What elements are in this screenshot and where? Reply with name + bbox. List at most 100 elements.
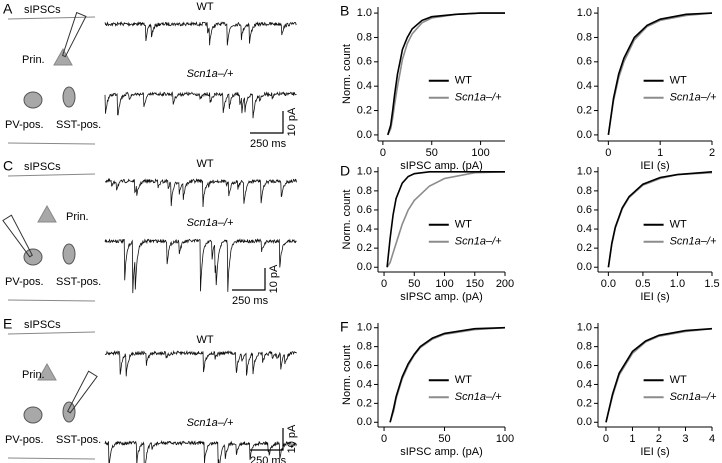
principal-cell [53, 47, 73, 66]
trace-label: Scn1a–/+ [187, 68, 234, 80]
pv-cell [23, 248, 43, 266]
y-tick-label: 0.0 [357, 129, 372, 141]
cdf-line [605, 327, 713, 423]
y-tick-label: 0.6 [357, 56, 372, 68]
panel-letter: C [3, 158, 13, 174]
scale-y-label: 10 pA [286, 424, 298, 453]
layer-line [7, 331, 96, 335]
x-tick-label: 0 [380, 147, 386, 159]
y-tick-label: 0.8 [577, 341, 592, 353]
y-tick-label: 0.4 [357, 378, 372, 390]
scale-x-label: 250 ms [250, 455, 287, 463]
x-tick-label: 4 [709, 433, 715, 445]
schematic-header: sIPSCs [24, 319, 61, 331]
layer-line [7, 142, 96, 145]
principal-cell [37, 204, 57, 223]
pv-cell [23, 91, 43, 109]
y-tick-label: 0.0 [577, 129, 592, 141]
legend-label: Scn1a–/+ [455, 236, 502, 248]
trace [104, 439, 297, 463]
y-tick-label: 1.0 [577, 7, 592, 19]
layer-line [7, 299, 96, 302]
y-tick-label: 0.2 [577, 104, 592, 116]
trace-label: Scn1a–/+ [187, 417, 234, 429]
sst-cell [62, 243, 76, 265]
y-tick-label: 0.4 [357, 223, 372, 235]
pipette [2, 214, 33, 258]
cdf-line [605, 327, 713, 423]
trace [104, 90, 297, 119]
trace-label: WT [196, 1, 213, 13]
cdf-line [387, 12, 505, 136]
y-tick-label: 0.2 [577, 242, 592, 254]
y-tick-label: 0.2 [357, 242, 372, 254]
cdf-line [607, 12, 713, 136]
y-tick-label: 0.8 [357, 185, 372, 197]
scale-x-label: 250 ms [232, 295, 269, 307]
schematic-header: sIPSCs [24, 161, 61, 173]
x-tick-label: 2 [656, 433, 662, 445]
legend-label: WT [455, 219, 472, 231]
x-tick-label: 150 [466, 278, 484, 290]
x-tick-label: 2 [709, 147, 715, 159]
x-tick-label: 100 [496, 433, 514, 445]
y-tick-label: 1.0 [577, 322, 592, 334]
y-tick-label: 1.0 [357, 166, 372, 178]
x-tick-label: 100 [435, 278, 453, 290]
panel-letter: A [3, 1, 13, 17]
panel-letter: E [3, 316, 12, 332]
principal-cell [37, 362, 57, 381]
legend-label: WT [670, 75, 687, 87]
scale-bar [232, 268, 266, 291]
x-axis-label: IEI (s) [640, 160, 669, 172]
sst-label: SST-pos. [56, 434, 101, 446]
y-tick-label: 0.4 [577, 223, 592, 235]
panel-letter: F [340, 319, 349, 335]
y-tick-label: 0.2 [357, 104, 372, 116]
cdf-line [387, 12, 505, 136]
principal-label: Prin. [22, 54, 45, 66]
pipette [67, 370, 98, 414]
x-tick-label: 0 [381, 433, 387, 445]
principal-label: Prin. [22, 369, 45, 381]
pv-label: PV-pos. [5, 119, 44, 131]
scale-y-label: 10 pA [268, 264, 280, 293]
y-tick-label: 0.0 [577, 416, 592, 428]
cdf-line [389, 326, 506, 423]
cdf-line [386, 171, 505, 268]
panel-letter: B [340, 3, 349, 19]
sst-label: SST-pos. [56, 276, 101, 288]
pv-cell [23, 406, 43, 424]
x-tick-label: 0 [603, 433, 609, 445]
trace [104, 21, 297, 46]
x-axis-label: IEI (s) [640, 446, 669, 458]
panel-letter: D [340, 163, 350, 179]
y-tick-label: 0.4 [577, 378, 592, 390]
y-tick-label: 0.6 [577, 204, 592, 216]
y-tick-label: 0.0 [357, 261, 372, 273]
layer-line [7, 457, 96, 460]
y-tick-label: 0.8 [577, 31, 592, 43]
principal-label: Prin. [66, 211, 89, 223]
pipette [61, 11, 87, 58]
trace-label: WT [196, 158, 213, 170]
y-axis-label: Norm. count [341, 44, 353, 104]
pv-label: PV-pos. [5, 434, 44, 446]
trace-label: WT [196, 334, 213, 346]
legend-label: Scn1a–/+ [455, 391, 502, 403]
x-tick-label: 3 [682, 433, 688, 445]
x-tick-label: 1 [657, 147, 663, 159]
y-tick-label: 1.0 [357, 322, 372, 334]
x-axis-label: sIPSC amp. (pA) [400, 446, 483, 458]
layer-line [7, 16, 96, 20]
y-tick-label: 0.6 [577, 56, 592, 68]
legend-label: WT [455, 374, 472, 386]
scale-bar [250, 428, 284, 451]
legend-label: Scn1a–/+ [670, 236, 717, 248]
legend-label: WT [670, 374, 687, 386]
y-tick-label: 0.8 [357, 341, 372, 353]
legend-label: WT [455, 75, 472, 87]
schematic-header: sIPSCs [24, 4, 61, 16]
y-tick-label: 0.4 [577, 80, 592, 92]
